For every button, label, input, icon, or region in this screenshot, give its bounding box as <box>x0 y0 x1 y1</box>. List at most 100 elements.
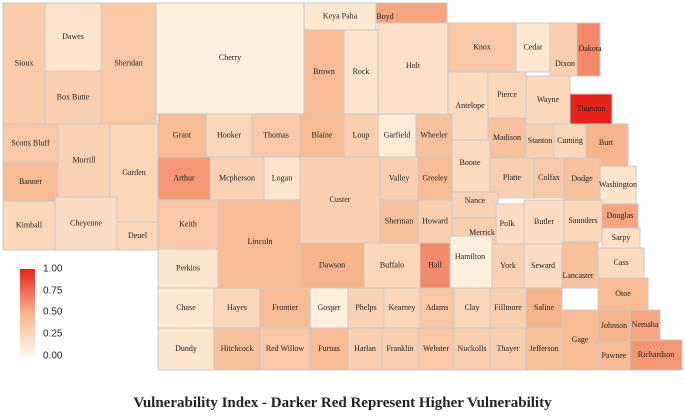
legend-tick-3: 0.50 <box>43 307 63 318</box>
county-label-brown: Brown <box>313 67 335 76</box>
county-label-nance: Nance <box>465 196 486 205</box>
county-label-york: York <box>500 261 516 270</box>
county-label-cherry: Cherry <box>219 53 241 62</box>
county-label-thurston: Thurston <box>577 104 606 113</box>
county-label-johnson: Johnson <box>601 321 627 330</box>
county-label-scotts-bluff: Scotts Bluff <box>11 138 50 147</box>
county-label-harlan: Harlan <box>354 344 376 353</box>
county-label-pierce: Pierce <box>497 90 517 99</box>
county-label-red-willow: Red Willow <box>266 344 305 353</box>
county-label-howard: Howard <box>422 216 448 225</box>
county-butler <box>523 199 565 245</box>
county-label-dixon: Dixon <box>555 59 575 68</box>
county-label-furnas: Furnas <box>318 344 340 353</box>
county-phelps <box>347 287 385 329</box>
county-johnson <box>597 309 631 343</box>
county-label-custer: Custer <box>330 195 351 204</box>
legend-tick-2: 0.75 <box>43 286 63 297</box>
county-label-arthur: Arthur <box>173 173 195 182</box>
county-boone <box>451 139 491 193</box>
county-label-perkins: Perkins <box>176 263 200 272</box>
county-label-cuming: Cuming <box>557 136 583 145</box>
county-label-madison: Madison <box>493 133 521 142</box>
county-sioux <box>2 2 46 125</box>
county-label-nuckolls: Nuckolls <box>458 344 487 353</box>
county-label-keith: Keith <box>179 219 197 228</box>
county-label-gage: Gage <box>572 335 589 344</box>
county-label-colfax: Colfax <box>538 173 560 182</box>
county-label-frontier: Frontier <box>272 303 298 312</box>
county-perkins <box>157 248 219 289</box>
county-label-dawes: Dawes <box>62 32 84 41</box>
legend: 1.00 0.75 0.50 0.25 0.00 <box>20 264 63 362</box>
county-nance <box>451 191 499 219</box>
county-dawson <box>299 242 365 289</box>
county-clay <box>453 287 491 329</box>
county-webster <box>417 327 455 371</box>
county-label-hamilton: Hamilton <box>455 252 485 261</box>
legend-color-bar <box>20 269 35 356</box>
county-label-banner: Banner <box>19 177 42 186</box>
county-label-box-butte: Box Butte <box>57 92 90 101</box>
county-label-buffalo: Buffalo <box>380 260 404 269</box>
county-label-dundy: Dundy <box>175 344 197 353</box>
legend-tick-4: 0.25 <box>43 329 63 340</box>
county-hayes <box>213 287 261 329</box>
county-richardson <box>629 339 683 371</box>
county-dawes <box>44 2 102 72</box>
county-hamilton <box>449 235 493 289</box>
county-saline <box>525 287 563 329</box>
county-label-franklin: Franklin <box>386 344 413 353</box>
county-rock <box>343 29 379 115</box>
county-thomas <box>251 113 301 158</box>
county-garden <box>109 123 159 223</box>
county-lancaster <box>561 241 599 289</box>
county-dixon <box>549 22 578 77</box>
county-label-butler: Butler <box>534 217 554 226</box>
county-sheridan <box>100 2 157 125</box>
county-adams <box>419 287 455 329</box>
county-label-hitchcock: Hitchcock <box>221 344 254 353</box>
county-label-morrill: Morrill <box>72 155 96 164</box>
county-label-wheeler: Wheeler <box>420 130 447 139</box>
county-label-adams: Adams <box>426 303 449 312</box>
county-douglas <box>601 203 639 229</box>
legend-tick-5: 0.00 <box>43 351 63 362</box>
county-madison <box>487 117 527 159</box>
county-custer <box>299 156 381 244</box>
county-label-keya-paha: Keya Paha <box>323 11 358 20</box>
county-label-sarpy: Sarpy <box>612 233 631 242</box>
county-thurston <box>569 93 613 125</box>
county-label-thayer: Thayer <box>497 344 520 353</box>
county-label-cass: Cass <box>613 258 628 267</box>
county-seward <box>523 243 563 289</box>
county-greeley <box>417 156 453 201</box>
county-pierce <box>487 71 527 119</box>
county-label-fillmore: Fillmore <box>494 303 522 312</box>
county-platte <box>489 157 535 199</box>
county-label-merrick: Merrick <box>469 228 495 237</box>
county-label-nemaha: Nemaha <box>632 320 659 329</box>
county-label-blaine: Blaine <box>312 130 333 139</box>
county-label-cedar: Cedar <box>523 42 542 51</box>
county-label-dakota: Dakota <box>578 44 602 53</box>
county-label-mcpherson: Mcpherson <box>219 173 255 182</box>
county-harlan <box>347 327 383 371</box>
county-cuming <box>553 123 587 159</box>
county-label-phelps: Phelps <box>355 303 376 312</box>
county-label-grant: Grant <box>173 130 192 139</box>
county-hall <box>419 242 451 289</box>
county-label-seward: Seward <box>531 261 555 270</box>
county-label-jefferson: Jefferson <box>529 344 558 353</box>
county-red-willow <box>259 327 311 371</box>
county-dodge <box>563 157 601 201</box>
county-cass <box>597 247 645 279</box>
county-label-wayne: Wayne <box>537 95 559 104</box>
county-label-boone: Boone <box>460 158 481 167</box>
county-label-greeley: Greeley <box>422 173 447 182</box>
county-saunders <box>563 199 603 243</box>
county-cherry <box>155 2 305 115</box>
county-nemaha <box>629 309 661 341</box>
county-label-washington: Washington <box>599 180 637 189</box>
